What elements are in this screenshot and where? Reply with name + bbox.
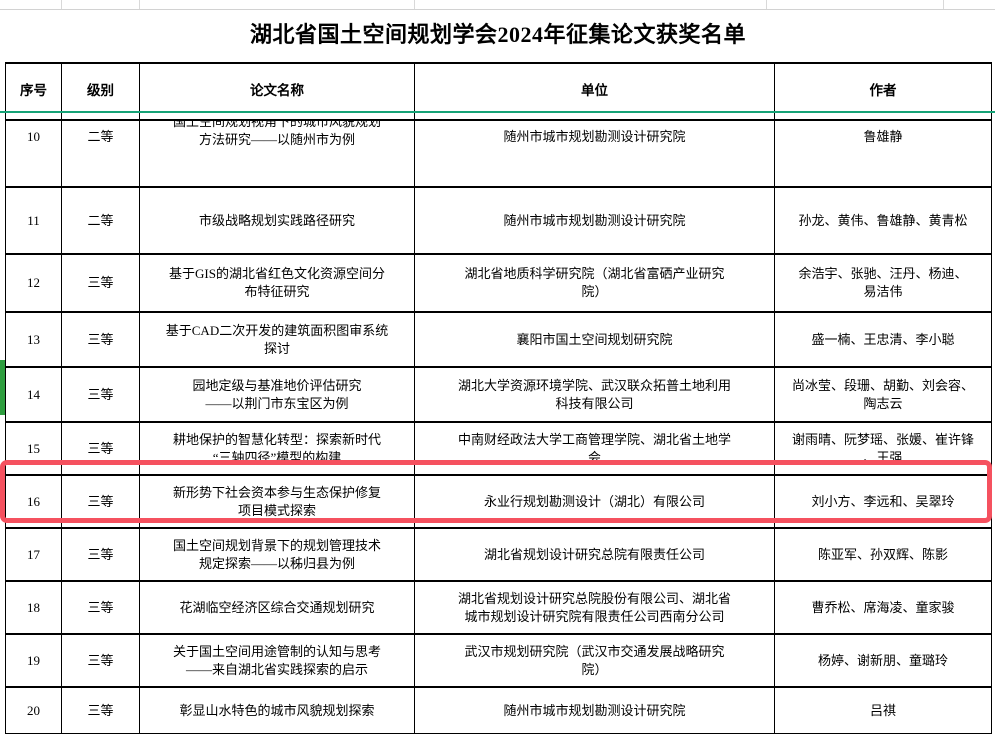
- cell-seq[interactable]: 12: [5, 253, 62, 313]
- cell-seq[interactable]: 15: [5, 421, 62, 476]
- cell-level[interactable]: 三等: [61, 686, 140, 734]
- cell-unit[interactable]: 随州市城市规划勘测设计研究院: [414, 119, 775, 188]
- table-row: 17 三等 国土空间规划背景下的规划管理技术 规定探索——以秭归县为例 湖北省规划设计…: [5, 527, 992, 582]
- cell-title[interactable]: 新形势下社会资本参与生态保护修复 项目模式探索: [139, 474, 415, 529]
- table-row: 11 二等 市级战略规划实践路径研究 随州市城市规划勘测设计研究院 孙龙、黄伟、鲁雄静、…: [5, 186, 992, 255]
- table-row: 18 三等 花湖临空经济区综合交通规划研究 湖北省规划设计研究总院股份有限公司、湖北省…: [5, 580, 992, 635]
- awards-table: 序号 级别 论文名称 单位 作者 10 二等 国土空间规划视角下的城市风貌规划 方法研究——…: [5, 62, 992, 734]
- cell-seq[interactable]: 10: [5, 119, 62, 188]
- cell-unit[interactable]: 随州市城市规划勘测设计研究院: [414, 686, 775, 734]
- partial-gridline: [61, 0, 62, 9]
- awards-table-body: 10 二等 国土空间规划视角下的城市风貌规划 方法研究——以随州市为例 随州市城市规划…: [5, 119, 992, 734]
- cell-unit[interactable]: 襄阳市国土空间规划研究院: [414, 311, 775, 368]
- cell-title[interactable]: 基于CAD二次开发的建筑面积图审系统 探讨: [139, 311, 415, 368]
- cell-title[interactable]: 国土空间规划视角下的城市风貌规划 方法研究——以随州市为例: [139, 119, 415, 188]
- cell-seq[interactable]: 17: [5, 527, 62, 582]
- cell-seq[interactable]: 20: [5, 686, 62, 734]
- cell-level[interactable]: 三等: [61, 421, 140, 476]
- cell-unit[interactable]: 随州市城市规划勘测设计研究院: [414, 186, 775, 255]
- cell-title[interactable]: 园地定级与基准地价评估研究 ——以荆门市东宝区为例: [139, 366, 415, 423]
- partial-gridline: [0, 9, 995, 10]
- cell-seq[interactable]: 11: [5, 186, 62, 255]
- cell-authors[interactable]: 盛一楠、王忠清、李小聪: [774, 311, 992, 368]
- cell-title[interactable]: 市级战略规划实践路径研究: [139, 186, 415, 255]
- table-row: 20 三等 彰显山水特色的城市风貌规划探索 随州市城市规划勘测设计研究院 吕祺: [5, 686, 992, 734]
- cell-authors[interactable]: 吕祺: [774, 686, 992, 734]
- table-row: 14 三等 园地定级与基准地价评估研究 ——以荆门市东宝区为例 湖北大学资源环境学院、…: [5, 366, 992, 423]
- green-selection-line: [0, 111, 995, 113]
- cell-authors[interactable]: 余浩宇、张驰、汪丹、杨迪、 易洁伟: [774, 253, 992, 313]
- table-row: 16 三等 新形势下社会资本参与生态保护修复 项目模式探索 永业行规划勘测设计（湖北）…: [5, 474, 992, 529]
- partial-gridline: [414, 0, 415, 9]
- table-row: 13 三等 基于CAD二次开发的建筑面积图审系统 探讨 襄阳市国土空间规划研究院 盛一楠…: [5, 311, 992, 368]
- cell-level[interactable]: 三等: [61, 366, 140, 423]
- cell-unit[interactable]: 永业行规划勘测设计（湖北）有限公司: [414, 474, 775, 529]
- cell-authors[interactable]: 谢雨晴、阮梦瑶、张媛、崔许锋 、王强: [774, 421, 992, 476]
- table-row: 12 三等 基于GIS的湖北省红色文化资源空间分 布特征研究 湖北省地质科学研究院（湖…: [5, 253, 992, 313]
- cell-level[interactable]: 三等: [61, 474, 140, 529]
- green-row-marker: [0, 360, 5, 415]
- cell-authors[interactable]: 陈亚军、孙双辉、陈影: [774, 527, 992, 582]
- cell-level[interactable]: 三等: [61, 580, 140, 635]
- cell-unit[interactable]: 湖北省地质科学研究院（湖北省富硒产业研究 院）: [414, 253, 775, 313]
- cell-authors[interactable]: 刘小方、李远和、吴翠玲: [774, 474, 992, 529]
- cell-title[interactable]: 彰显山水特色的城市风貌规划探索: [139, 686, 415, 734]
- clipped-title-text: 国土空间规划视角下的城市风貌规划 方法研究——以随州市为例: [172, 120, 381, 147]
- document-title: 湖北省国土空间规划学会2024年征集论文获奖名单: [249, 22, 746, 47]
- cell-seq[interactable]: 19: [5, 633, 62, 688]
- cell-unit[interactable]: 湖北大学资源环境学院、武汉联众拓普土地利用 科技有限公司: [414, 366, 775, 423]
- cell-unit[interactable]: 湖北省规划设计研究总院股份有限公司、湖北省 城市规划设计研究院有限责任公司西南分…: [414, 580, 775, 635]
- table-row: 19 三等 关于国土空间用途管制的认知与思考 ——来自湖北省实践探索的启示 武汉市规划…: [5, 633, 992, 688]
- cell-title[interactable]: 基于GIS的湖北省红色文化资源空间分 布特征研究: [139, 253, 415, 313]
- cell-title[interactable]: 花湖临空经济区综合交通规划研究: [139, 580, 415, 635]
- cell-title[interactable]: 国土空间规划背景下的规划管理技术 规定探索——以秭归县为例: [139, 527, 415, 582]
- cell-seq[interactable]: 14: [5, 366, 62, 423]
- cell-seq[interactable]: 13: [5, 311, 62, 368]
- cell-authors[interactable]: 尚冰莹、段珊、胡勤、刘会容、 陶志云: [774, 366, 992, 423]
- cell-unit[interactable]: 中南财经政法大学工商管理学院、湖北省土地学 会: [414, 421, 775, 476]
- cell-authors[interactable]: 曹乔松、席海凌、童家骏: [774, 580, 992, 635]
- cell-unit[interactable]: 湖北省规划设计研究总院有限责任公司: [414, 527, 775, 582]
- cell-title[interactable]: 耕地保护的智慧化转型：探索新时代 “三轴四径”模型的构建: [139, 421, 415, 476]
- cell-authors[interactable]: 孙龙、黄伟、鲁雄静、黄青松: [774, 186, 992, 255]
- table-row: 15 三等 耕地保护的智慧化转型：探索新时代 “三轴四径”模型的构建 中南财经政法大学…: [5, 421, 992, 476]
- partial-gridline: [943, 0, 944, 9]
- cell-level[interactable]: 三等: [61, 527, 140, 582]
- partial-gridline: [139, 0, 140, 9]
- cell-authors[interactable]: 鲁雄静: [774, 119, 992, 188]
- cell-unit[interactable]: 武汉市规划研究院（武汉市交通发展战略研究 院）: [414, 633, 775, 688]
- cell-level[interactable]: 二等: [61, 119, 140, 188]
- cell-level[interactable]: 三等: [61, 311, 140, 368]
- cell-title[interactable]: 关于国土空间用途管制的认知与思考 ——来自湖北省实践探索的启示: [139, 633, 415, 688]
- partial-gridline: [766, 0, 767, 9]
- table-row: 10 二等 国土空间规划视角下的城市风貌规划 方法研究——以随州市为例 随州市城市规划…: [5, 119, 992, 188]
- cell-seq[interactable]: 18: [5, 580, 62, 635]
- cell-level[interactable]: 三等: [61, 253, 140, 313]
- cell-level[interactable]: 二等: [61, 186, 140, 255]
- cell-level[interactable]: 三等: [61, 633, 140, 688]
- cell-authors[interactable]: 杨婷、谢新朋、童璐玲: [774, 633, 992, 688]
- cell-seq[interactable]: 16: [5, 474, 62, 529]
